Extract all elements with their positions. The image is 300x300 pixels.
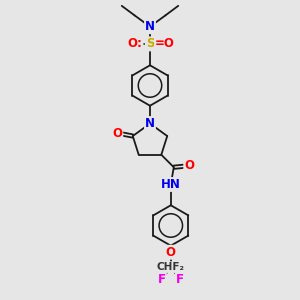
- Text: N: N: [145, 20, 155, 33]
- Text: F: F: [176, 273, 184, 286]
- Text: N: N: [145, 117, 155, 130]
- Text: F: F: [158, 273, 166, 286]
- Text: HN: HN: [161, 178, 181, 191]
- Text: S: S: [146, 38, 154, 50]
- Text: =O: =O: [155, 38, 175, 50]
- Text: O: O: [184, 159, 194, 172]
- Text: O: O: [166, 246, 176, 259]
- Text: O: O: [112, 127, 122, 140]
- Text: O:: O:: [128, 38, 142, 50]
- Text: CHF₂: CHF₂: [157, 262, 185, 272]
